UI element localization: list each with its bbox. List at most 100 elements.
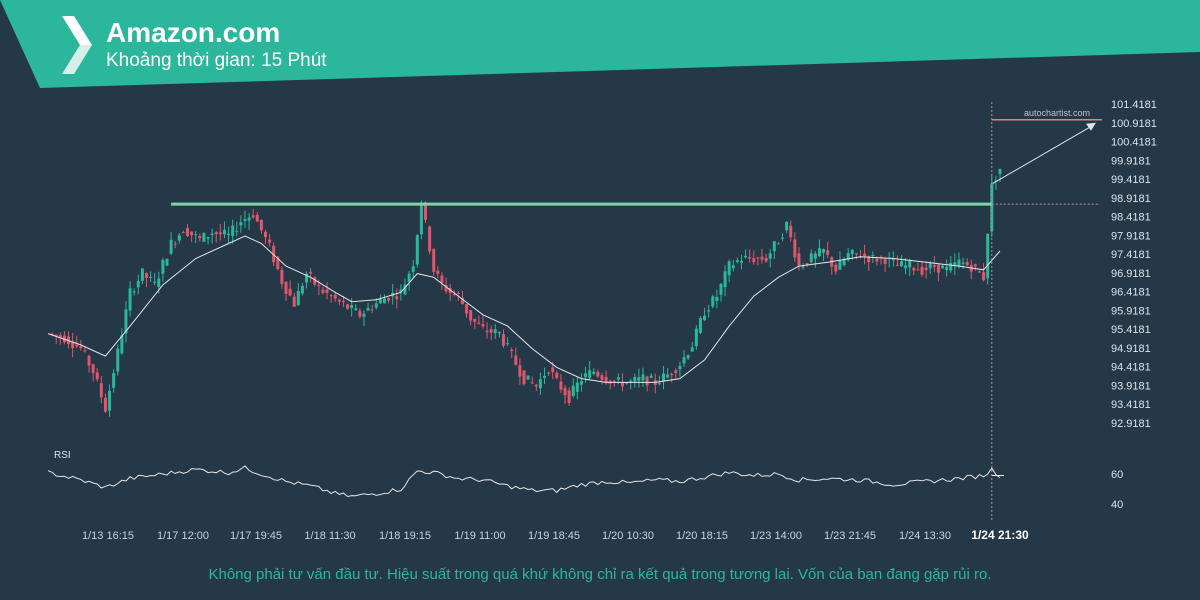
header-band-shape	[0, 0, 1200, 88]
moving-average-line	[47, 235, 1001, 383]
candle-body	[805, 263, 809, 266]
candle-body	[157, 278, 161, 287]
candle-body	[867, 256, 871, 263]
candle-body	[543, 375, 547, 378]
candle-body	[998, 168, 1002, 174]
candle-body	[793, 239, 797, 258]
candle-body	[206, 236, 210, 239]
candle-body	[198, 235, 202, 239]
candle-body	[900, 261, 904, 267]
candle-body	[165, 259, 169, 266]
y-tick-label: 94.9181	[1111, 343, 1151, 355]
candle-body	[87, 355, 91, 366]
candle-body	[313, 277, 317, 285]
candle-body	[395, 296, 399, 300]
candle-body	[305, 273, 309, 283]
rsi-label: RSI	[54, 450, 71, 461]
candle-body	[641, 374, 645, 381]
candle-body	[190, 231, 194, 236]
candle-body	[506, 343, 510, 345]
candle-body	[813, 253, 817, 259]
x-tick-label: 1/19 11:00	[454, 530, 505, 542]
candle-body	[908, 260, 912, 268]
candle-body	[801, 266, 805, 268]
candle-body	[941, 265, 945, 269]
candle-body	[108, 390, 112, 411]
candle-body	[222, 229, 226, 235]
candle-body	[715, 297, 719, 302]
candle-body	[177, 235, 181, 241]
candle-body	[522, 370, 526, 385]
candle-body	[637, 377, 641, 381]
candle-body	[703, 315, 707, 321]
candle-body	[645, 376, 649, 386]
candle-body	[735, 260, 739, 262]
candle-body	[625, 382, 629, 384]
candle-body	[214, 232, 218, 235]
candle-body	[977, 271, 981, 273]
candle-body	[120, 335, 124, 354]
x-tick-label: 1/19 18:45	[528, 530, 580, 542]
candle-body	[263, 231, 267, 238]
candle-body	[633, 376, 637, 382]
candle-body	[452, 294, 456, 296]
candle-body	[846, 253, 850, 260]
candle-body	[953, 262, 957, 266]
candle-body	[460, 297, 464, 305]
candle-body	[337, 299, 341, 302]
candle-body	[620, 381, 624, 387]
candle-body	[785, 221, 789, 231]
candle-body	[928, 263, 932, 269]
candle-body	[756, 257, 760, 259]
candle-body	[399, 289, 403, 293]
candle-body	[945, 266, 949, 271]
candle-body	[817, 248, 821, 257]
candle-body	[83, 350, 87, 352]
candle-body	[924, 267, 928, 271]
rsi-line	[47, 465, 1001, 498]
candles-layer	[50, 168, 1002, 417]
x-tick-label: 1/20 18:15	[676, 530, 728, 542]
candle-body	[202, 232, 206, 242]
candle-body	[764, 257, 768, 262]
candle-body	[149, 276, 153, 278]
candle-body	[834, 264, 838, 272]
candle-body	[538, 379, 542, 389]
candle-body	[341, 300, 345, 303]
candle-body	[489, 329, 493, 333]
candle-body	[711, 296, 715, 307]
candle-body	[181, 232, 185, 234]
candle-body	[288, 288, 292, 296]
price-chart: autochartist.com RSI 60 40 101.4181 100.918…	[47, 99, 1157, 542]
x-tick-label: 1/18 11:30	[304, 530, 355, 542]
risk-disclaimer: Không phải tư vấn đầu tư. Hiệu suất tron…	[208, 566, 992, 583]
candle-body	[346, 304, 350, 309]
x-tick-label: 1/17 19:45	[230, 530, 282, 542]
candle-body	[444, 284, 448, 292]
candle-body	[579, 380, 583, 385]
candle-body	[842, 259, 846, 266]
candle-body	[936, 264, 940, 273]
candle-body	[904, 265, 908, 269]
candle-body	[325, 289, 329, 293]
x-tick-label: 1/24 21:30	[971, 528, 1029, 542]
candle-body	[973, 264, 977, 267]
y-tick-label: 96.4181	[1111, 287, 1151, 299]
candle-body	[292, 296, 296, 307]
x-tick-label: 1/23 21:45	[824, 530, 876, 542]
candle-body	[961, 262, 965, 264]
candle-body	[514, 355, 518, 365]
candle-body	[366, 307, 370, 311]
candle-body	[739, 260, 743, 263]
candle-body	[912, 267, 916, 271]
candle-body	[588, 370, 592, 379]
candle-body	[600, 375, 604, 380]
candle-body	[259, 219, 263, 231]
candle-body	[555, 372, 559, 378]
candle-body	[518, 365, 522, 377]
brand-logo-icon	[62, 16, 92, 74]
candle-body	[469, 310, 473, 321]
candle-body	[374, 303, 378, 308]
candle-body	[436, 270, 440, 274]
candle-body	[920, 266, 924, 275]
